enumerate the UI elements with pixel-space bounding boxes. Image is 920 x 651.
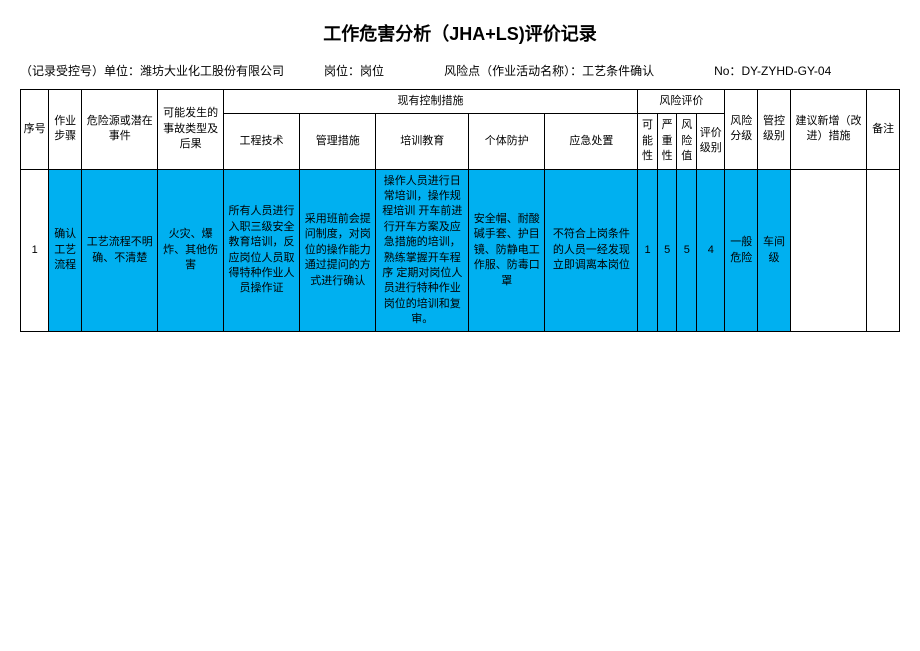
meta-no-label: No： (714, 64, 741, 78)
cell-ppe: 安全帽、耐酸碱手套、护目镜、防静电工作服、防毒口罩 (469, 169, 545, 332)
h-engineering: 工程技术 (223, 114, 299, 169)
page: 工作危害分析（JHA+LS)评价记录 （记录受控号）单位：潍坊大业化工股份有限公… (20, 20, 900, 332)
cell-ctrl-level: 车间级 (758, 169, 791, 332)
header-row-1: 序号 作业步骤 危险源或潜在事件 可能发生的事故类型及后果 现有控制措施 风险评… (21, 90, 900, 114)
meta-risk: 风险点（作业活动名称）：工艺条件确认 (444, 62, 654, 79)
h-risk-eval-group: 风险评价 (638, 90, 725, 114)
h-severity: 严重性 (657, 114, 677, 169)
cell-note (867, 169, 900, 332)
meta-post: 岗位：岗位 (324, 62, 384, 79)
h-risk-level: 风险分级 (725, 90, 758, 170)
h-risk-value: 风险值 (677, 114, 697, 169)
cell-no: 1 (21, 169, 49, 332)
cell-risk-level: 一般危险 (725, 169, 758, 332)
h-step: 作业步骤 (49, 90, 82, 170)
table-row: 1 确认工艺流程 工艺流程不明确、不清楚 火灾、爆炸、其他伤害 所有人员进行入职… (21, 169, 900, 332)
meta-risk-value: 工艺条件确认 (582, 64, 654, 78)
cell-lvl: 4 (697, 169, 725, 332)
h-note: 备注 (867, 90, 900, 170)
cell-management: 采用班前会提问制度，对岗位的操作能力通过提问的方式进行确认 (300, 169, 376, 332)
h-possibility: 可能性 (638, 114, 658, 169)
h-training: 培训教育 (376, 114, 469, 169)
jha-table: 序号 作业步骤 危险源或潜在事件 可能发生的事故类型及后果 现有控制措施 风险评… (20, 89, 900, 332)
h-suggest: 建议新增（改进）措施 (790, 90, 866, 170)
cell-training: 操作人员进行日常培训，操作规程培训 开车前进行开车方案及应急措施的培训，熟练掌握… (376, 169, 469, 332)
page-title: 工作危害分析（JHA+LS)评价记录 (20, 20, 900, 46)
h-ctrl-level: 管控级别 (758, 90, 791, 170)
h-control-group: 现有控制措施 (223, 90, 637, 114)
h-eval-level: 评价级别 (697, 114, 725, 169)
h-hazard: 危险源或潜在事件 (82, 90, 158, 170)
cell-step: 确认工艺流程 (49, 169, 82, 332)
cell-s: 5 (657, 169, 677, 332)
cell-r: 5 (677, 169, 697, 332)
meta-risk-label: 风险点（作业活动名称）： (444, 64, 582, 78)
h-management: 管理措施 (300, 114, 376, 169)
meta-post-label: 岗位： (324, 64, 360, 78)
meta-no-value: DY-ZYHD-GY-04 (741, 64, 831, 78)
h-no: 序号 (21, 90, 49, 170)
cell-engineering: 所有人员进行入职三级安全教育培训，反应岗位人员取得特种作业人员操作证 (223, 169, 299, 332)
cell-suggest (790, 169, 866, 332)
h-accident: 可能发生的事故类型及后果 (158, 90, 223, 170)
h-emergency: 应急处置 (545, 114, 638, 169)
meta-unit-value: 潍坊大业化工股份有限公司 (140, 64, 284, 78)
cell-accident: 火灾、爆炸、其他伤害 (158, 169, 223, 332)
meta-no: No：DY-ZYHD-GY-04 (714, 62, 831, 79)
h-ppe: 个体防护 (469, 114, 545, 169)
cell-emergency: 不符合上岗条件的人员一经发现立即调离本岗位 (545, 169, 638, 332)
meta-row: （记录受控号）单位：潍坊大业化工股份有限公司 岗位：岗位 风险点（作业活动名称）… (20, 62, 900, 79)
cell-hazard: 工艺流程不明确、不清楚 (82, 169, 158, 332)
cell-p: 1 (638, 169, 658, 332)
meta-unit-label: （记录受控号）单位： (20, 64, 140, 78)
meta-unit: （记录受控号）单位：潍坊大业化工股份有限公司 (20, 62, 284, 79)
meta-post-value: 岗位 (360, 64, 384, 78)
